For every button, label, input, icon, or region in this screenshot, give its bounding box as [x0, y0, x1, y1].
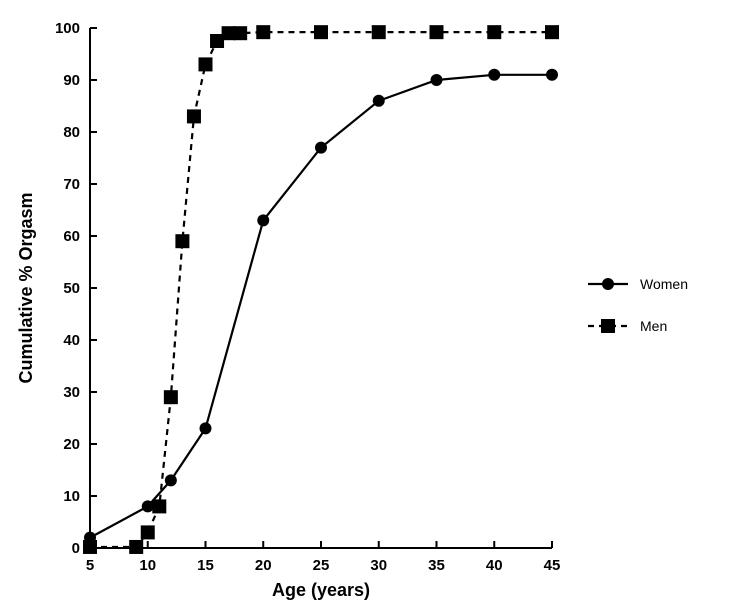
series-marker-men	[187, 109, 201, 123]
x-tick-label: 25	[313, 557, 330, 574]
x-axis-title: Age (years)	[272, 580, 370, 600]
x-tick-label: 15	[197, 557, 214, 574]
series-marker-women	[84, 532, 96, 544]
y-tick-label: 40	[63, 332, 80, 349]
series-marker-women	[315, 142, 327, 154]
x-tick-label: 20	[255, 557, 272, 574]
series-marker-women	[142, 500, 154, 512]
series-marker-men	[141, 525, 155, 539]
legend-swatch-marker	[602, 278, 614, 290]
series-marker-men	[233, 26, 247, 40]
series-marker-men	[372, 25, 386, 39]
y-tick-label: 30	[63, 384, 80, 401]
y-tick-label: 10	[63, 488, 80, 505]
series-marker-women	[488, 69, 500, 81]
series-marker-men	[199, 57, 213, 71]
x-tick-label: 30	[370, 557, 387, 574]
legend-label: Women	[640, 276, 688, 292]
series-marker-men	[129, 540, 143, 554]
series-marker-men	[164, 390, 178, 404]
chart-container: 5 10 15 20 25 30 35 40 45 0 10 20 30 40 50 60 70 80 90 100 A…	[0, 0, 750, 612]
y-tick-label: 100	[55, 20, 80, 37]
legend-label: Men	[640, 318, 667, 334]
series-marker-men	[314, 25, 328, 39]
chart-background	[0, 0, 750, 612]
series-marker-men	[152, 499, 166, 513]
series-marker-women	[546, 69, 558, 81]
y-tick-label: 0	[72, 540, 80, 557]
series-marker-women	[257, 214, 269, 226]
series-marker-men	[487, 25, 501, 39]
y-tick-label: 90	[63, 72, 80, 89]
y-tick-label: 80	[63, 124, 80, 141]
series-marker-men	[256, 25, 270, 39]
series-marker-women	[373, 95, 385, 107]
y-tick-label: 20	[63, 436, 80, 453]
series-marker-women	[431, 74, 443, 86]
series-marker-women	[200, 422, 212, 434]
series-marker-women	[165, 474, 177, 486]
cumulative-orgasm-chart: 5 10 15 20 25 30 35 40 45 0 10 20 30 40 50 60 70 80 90 100 A…	[0, 0, 750, 612]
series-marker-men	[430, 25, 444, 39]
series-marker-men	[545, 25, 559, 39]
y-tick-label: 60	[63, 228, 80, 245]
y-axis-title: Cumulative % Orgasm	[16, 192, 36, 383]
x-tick-label: 45	[544, 557, 561, 574]
x-tick-label: 10	[139, 557, 156, 574]
x-tick-label: 40	[486, 557, 503, 574]
x-tick-label: 35	[428, 557, 445, 574]
series-marker-men	[175, 234, 189, 248]
y-tick-label: 70	[63, 176, 80, 193]
x-tick-label: 5	[86, 557, 94, 574]
legend-swatch-marker	[601, 319, 615, 333]
y-tick-label: 50	[63, 280, 80, 297]
